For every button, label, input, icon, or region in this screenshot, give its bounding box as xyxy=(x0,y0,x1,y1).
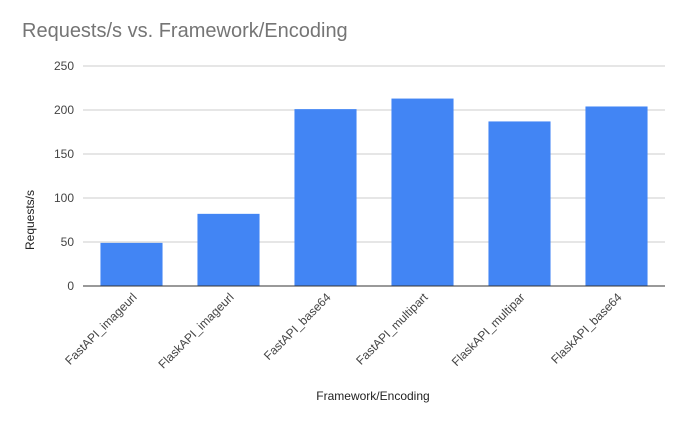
y-tick-label: 50 xyxy=(61,235,75,249)
x-tick-label: FlaskAPI_base64 xyxy=(548,290,625,367)
x-tick-label: FastAPI_multipart xyxy=(353,290,431,368)
bar[interactable] xyxy=(294,109,357,287)
y-tick-label: 200 xyxy=(54,103,74,117)
x-tick-label: FlaskAPI_multipar xyxy=(449,290,528,369)
x-tick-label: FastAPI_base64 xyxy=(261,290,334,363)
y-axis-title: Requests/s xyxy=(23,190,37,250)
x-tick-label: FastAPI_imageurl xyxy=(62,290,139,367)
y-tick-label: 250 xyxy=(54,59,74,73)
bar[interactable] xyxy=(100,242,163,286)
bar[interactable] xyxy=(488,121,551,286)
bar[interactable] xyxy=(391,98,454,286)
y-tick-label: 150 xyxy=(54,147,74,161)
x-tick-label: FlaskAPI_imageurl xyxy=(156,290,237,371)
y-tick-label: 100 xyxy=(54,191,74,205)
x-axis-title: Framework/Encoding xyxy=(316,389,429,403)
y-tick-label: 0 xyxy=(67,279,74,293)
chart-title: Requests/s vs. Framework/Encoding xyxy=(22,20,348,42)
bar[interactable] xyxy=(585,106,648,286)
bar[interactable] xyxy=(197,213,260,286)
